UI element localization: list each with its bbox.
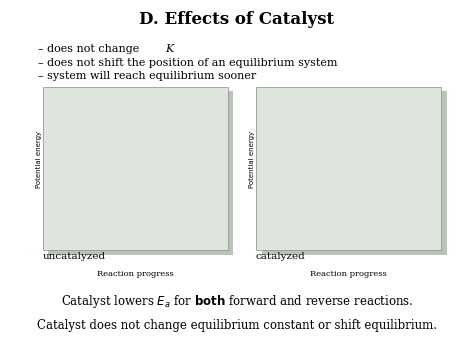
Text: Reaction progress: Reaction progress <box>310 270 387 278</box>
Text: – does not shift the position of an equilibrium system: – does not shift the position of an equi… <box>38 58 337 67</box>
Text: Potential energy: Potential energy <box>36 131 42 188</box>
Text: Catalyst does not change equilibrium constant or shift equilibrium.: Catalyst does not change equilibrium con… <box>37 320 437 333</box>
Text: C + D: C + D <box>393 197 415 206</box>
Text: $E_a$: $E_a$ <box>356 147 367 159</box>
Text: uncatalyzed: uncatalyzed <box>43 252 106 261</box>
Text: $E_a$: $E_a$ <box>137 131 147 143</box>
Text: Reaction progress: Reaction progress <box>97 270 173 278</box>
Text: – does not change: – does not change <box>38 44 143 54</box>
Text: A + B: A + B <box>279 184 300 193</box>
Text: K: K <box>165 44 173 54</box>
Text: – system will reach equilibrium sooner: – system will reach equilibrium sooner <box>38 71 256 81</box>
Text: Potential energy: Potential energy <box>249 131 255 188</box>
Text: Catalyst lowers $E_a$ for $\mathbf{both}$ forward and reverse reactions.: Catalyst lowers $E_a$ for $\mathbf{both}… <box>61 293 413 310</box>
Text: A + B: A + B <box>65 184 87 193</box>
Text: D. Effects of Catalyst: D. Effects of Catalyst <box>139 11 335 28</box>
Text: C + D: C + D <box>180 197 202 206</box>
Text: catalyzed: catalyzed <box>256 252 306 261</box>
